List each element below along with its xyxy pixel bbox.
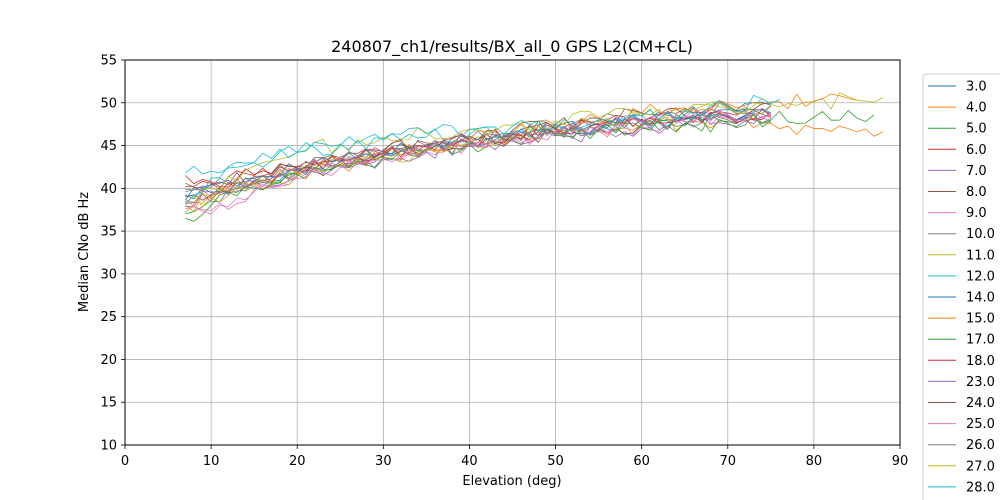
legend-entry: 10.0 bbox=[966, 227, 995, 242]
x-tick-label: 0 bbox=[121, 454, 129, 469]
y-tick-label: 10 bbox=[100, 439, 117, 454]
legend: 3.0 4.0 5.0 6.0 7.0 8.0 9.0 10.0 11.0 12.0 14.0 15.… bbox=[922, 73, 1000, 500]
x-tick-label: 70 bbox=[720, 454, 737, 469]
legend-entry: 17.0 bbox=[966, 333, 995, 348]
legend-entry: 7.0 bbox=[966, 164, 987, 179]
y-tick-label: 35 bbox=[100, 225, 117, 240]
y-tick-label: 20 bbox=[100, 353, 117, 368]
legend-entry: 28.0 bbox=[966, 480, 995, 495]
x-tick-label: 90 bbox=[892, 454, 909, 469]
x-tick-label: 10 bbox=[203, 454, 220, 469]
x-tick-label: 30 bbox=[375, 454, 392, 469]
series-line bbox=[185, 110, 875, 215]
legend-entry: 11.0 bbox=[966, 248, 995, 263]
legend-entry: 5.0 bbox=[966, 122, 987, 137]
y-tick-label: 30 bbox=[100, 267, 117, 282]
x-tick-label: 60 bbox=[633, 454, 650, 469]
series-line bbox=[185, 109, 771, 207]
legend-entry: 27.0 bbox=[966, 459, 995, 474]
series-line bbox=[185, 92, 883, 207]
chart-title: 240807_ch1/results/BX_all_0 GPS L2(CM+CL… bbox=[331, 37, 693, 57]
y-tick-label: 40 bbox=[100, 182, 117, 197]
legend-entry: 6.0 bbox=[966, 143, 987, 158]
y-tick-label: 25 bbox=[100, 310, 117, 325]
legend-entry: 15.0 bbox=[966, 312, 995, 327]
plot-frame bbox=[124, 59, 901, 446]
legend-entry: 25.0 bbox=[966, 417, 995, 432]
legend-entry: 24.0 bbox=[966, 396, 995, 411]
legend-entry: 4.0 bbox=[966, 101, 987, 116]
x-tick-label: 40 bbox=[461, 454, 478, 469]
series-line bbox=[185, 98, 772, 213]
ticks: 0 10 20 30 40 50 60 70 80 90 10 15 20 25 30 35 40 45 50 55 bbox=[100, 54, 908, 470]
series-line bbox=[184, 94, 780, 205]
x-tick-label: 20 bbox=[289, 454, 306, 469]
series-line bbox=[185, 114, 772, 222]
series-line bbox=[185, 93, 858, 213]
legend-frame bbox=[922, 73, 1000, 500]
legend-entry: 9.0 bbox=[966, 206, 987, 221]
legend-entry: 23.0 bbox=[966, 375, 995, 390]
x-tick-label: 80 bbox=[806, 454, 823, 469]
y-tick-label: 55 bbox=[100, 54, 117, 69]
grid bbox=[124, 59, 901, 446]
legend-entry: 18.0 bbox=[966, 354, 995, 369]
legend-entry: 3.0 bbox=[966, 80, 987, 95]
y-tick-label: 50 bbox=[100, 96, 117, 111]
legend-entry: 14.0 bbox=[966, 291, 995, 306]
series-line bbox=[185, 108, 771, 215]
legend-entry: 8.0 bbox=[966, 185, 987, 200]
series-layer bbox=[184, 92, 883, 222]
x-tick-label: 50 bbox=[547, 454, 564, 469]
legend-entry: 26.0 bbox=[966, 438, 995, 453]
y-axis-label: Median CNo dB Hz bbox=[77, 192, 92, 312]
series-line bbox=[185, 112, 771, 211]
y-tick-label: 45 bbox=[100, 139, 117, 154]
legend-entry: 12.0 bbox=[966, 269, 995, 284]
x-axis-label: Elevation (deg) bbox=[462, 474, 561, 489]
y-tick-label: 15 bbox=[100, 396, 117, 411]
